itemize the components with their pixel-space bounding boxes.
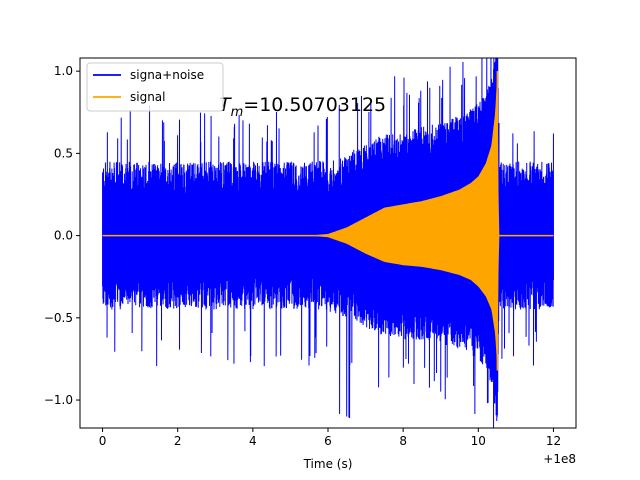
- y-tick-label: 0.0: [54, 229, 73, 243]
- y-tick-label: −1.0: [44, 393, 73, 407]
- y-tick-label: 0.5: [54, 146, 73, 160]
- x-offset-label: +1e8: [543, 452, 576, 466]
- x-tick-label: 0: [99, 434, 107, 448]
- annotation-subscript: m: [231, 105, 244, 120]
- x-tick-label: 10: [471, 434, 486, 448]
- x-tick-label: 2: [174, 434, 182, 448]
- x-axis-label: Time (s): [303, 457, 353, 471]
- series-signa-noise-line: [102, 58, 554, 428]
- x-tick-label: 6: [324, 434, 332, 448]
- x-tick-label: 8: [399, 434, 407, 448]
- y-tick-label: −0.5: [44, 311, 73, 325]
- plot-area: [102, 58, 554, 428]
- annotation-value: =10.50703125: [243, 94, 386, 116]
- y-tick-label: 1.0: [54, 64, 73, 78]
- series-signal-line: [102, 71, 554, 371]
- x-tick-label: 4: [249, 434, 257, 448]
- legend: signa+noise signal: [86, 62, 224, 112]
- axes: 0 2 4 6 8 10 12 −1.0 −0.5 0.0 0.5 1.0: [44, 57, 577, 448]
- legend-label-signa-noise: signa+noise: [130, 68, 204, 82]
- series-signal-band: [102, 76, 554, 366]
- x-tick-label: 12: [546, 434, 561, 448]
- legend-label-signal: signal: [130, 90, 166, 104]
